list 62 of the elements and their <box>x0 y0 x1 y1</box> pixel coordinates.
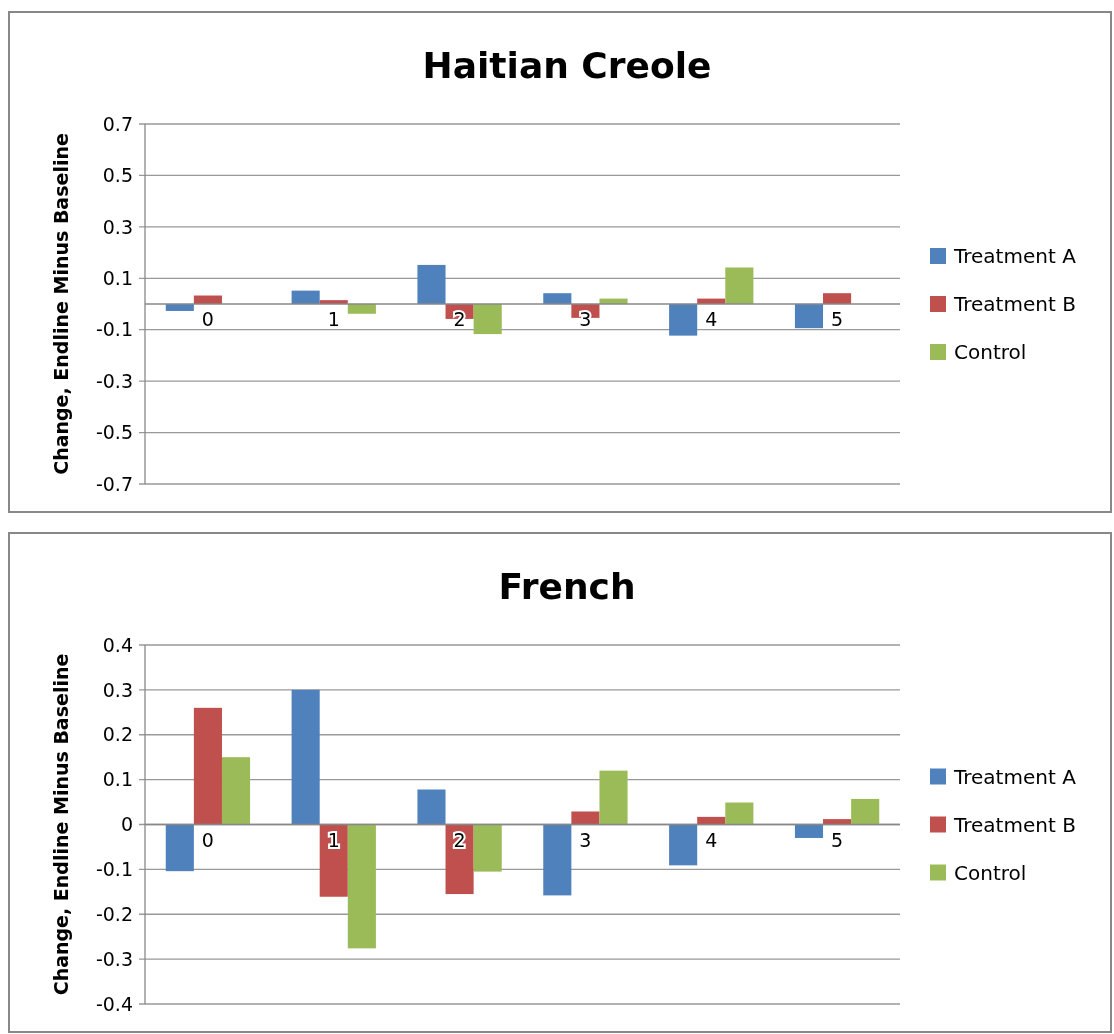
bar <box>417 789 446 825</box>
bar <box>725 267 754 304</box>
bar <box>823 293 852 304</box>
y-tick-label: -0.1 <box>95 858 133 881</box>
legend-label: Control <box>954 860 1027 885</box>
y-tick-label: -0.5 <box>95 421 133 444</box>
y-tick-label: 0.3 <box>102 678 133 701</box>
chart-title: Haitian Creole <box>422 45 712 86</box>
x-tick-label: 2 <box>453 828 466 851</box>
bar <box>794 824 824 838</box>
legend-label: Treatment B <box>953 812 1076 837</box>
x-tick-label: 1 <box>327 828 340 851</box>
bar <box>165 824 194 872</box>
y-tick-label: -0.2 <box>95 902 133 925</box>
bar <box>669 824 698 866</box>
x-tick-label: 0 <box>201 308 214 330</box>
x-tick-label: 5 <box>831 308 844 330</box>
bar <box>193 707 222 825</box>
y-tick-label: 0.2 <box>102 723 133 746</box>
y-tick-label: 0.1 <box>102 768 133 791</box>
x-tick-label: 1 <box>327 308 340 330</box>
bar <box>473 304 502 335</box>
y-tick-label: 0.5 <box>102 164 133 187</box>
y-tick-label: 0 <box>120 813 133 836</box>
x-tick-label: 4 <box>705 828 718 851</box>
y-tick-label: -0.7 <box>95 472 133 495</box>
y-axis-title: Change, Endline Minus Baseline <box>50 133 72 475</box>
y-tick-label: 0.1 <box>102 266 133 289</box>
bar <box>697 816 726 825</box>
bar <box>347 304 376 314</box>
bar <box>823 819 852 825</box>
legend-label: Treatment B <box>953 292 1076 316</box>
x-tick-label: 4 <box>705 308 718 330</box>
x-tick-label: 3 <box>579 828 592 851</box>
x-tick-label: 5 <box>831 828 844 851</box>
chart-title: French <box>498 566 636 607</box>
legend-label: Control <box>954 340 1027 364</box>
bar <box>319 824 348 897</box>
y-tick-label: -0.3 <box>95 947 133 970</box>
y-tick-label: -0.3 <box>95 369 133 392</box>
bar <box>599 770 628 825</box>
legend-label: Treatment A <box>953 764 1077 789</box>
y-axis-title: Change, Endline Minus Baseline <box>50 653 72 996</box>
x-tick-label: 0 <box>201 828 214 851</box>
bar <box>291 689 320 825</box>
bar <box>725 802 754 825</box>
bar <box>794 304 824 329</box>
bar <box>543 824 572 896</box>
bar <box>571 811 600 825</box>
bar <box>417 264 446 304</box>
bar <box>473 824 502 872</box>
bar <box>347 824 376 949</box>
bar <box>221 757 251 825</box>
bar <box>543 293 572 304</box>
y-tick-label: -0.1 <box>95 318 133 341</box>
y-tick-label: 0.3 <box>102 215 133 238</box>
y-tick-label: -0.4 <box>95 992 133 1015</box>
y-tick-label: 0.4 <box>102 633 133 656</box>
legend-label: Treatment A <box>953 244 1077 268</box>
bar <box>851 798 880 825</box>
bar <box>669 304 698 336</box>
y-tick-label: 0.7 <box>102 112 133 135</box>
